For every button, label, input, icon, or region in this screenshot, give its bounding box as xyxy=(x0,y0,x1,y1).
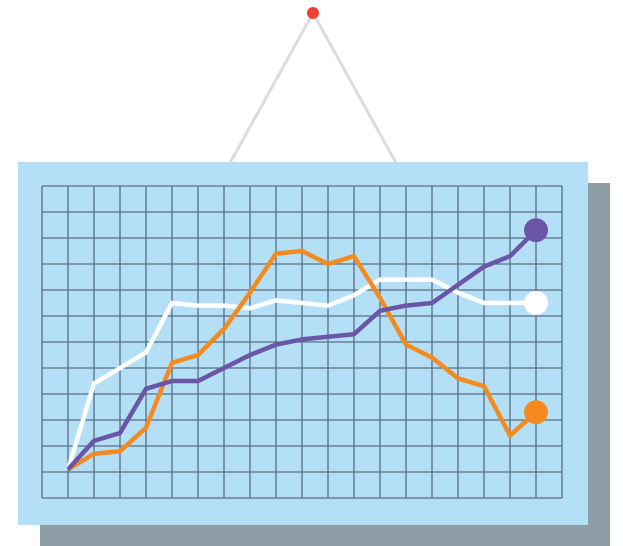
end-marker xyxy=(524,218,548,243)
hanging-string xyxy=(311,12,398,164)
hanging-string xyxy=(228,12,315,164)
nail xyxy=(307,7,319,19)
series-line xyxy=(66,228,538,471)
board xyxy=(18,162,588,525)
series-line xyxy=(66,248,538,472)
plot-area xyxy=(41,185,563,499)
series-line xyxy=(65,277,536,471)
end-marker xyxy=(524,291,548,315)
end-marker xyxy=(524,400,548,425)
